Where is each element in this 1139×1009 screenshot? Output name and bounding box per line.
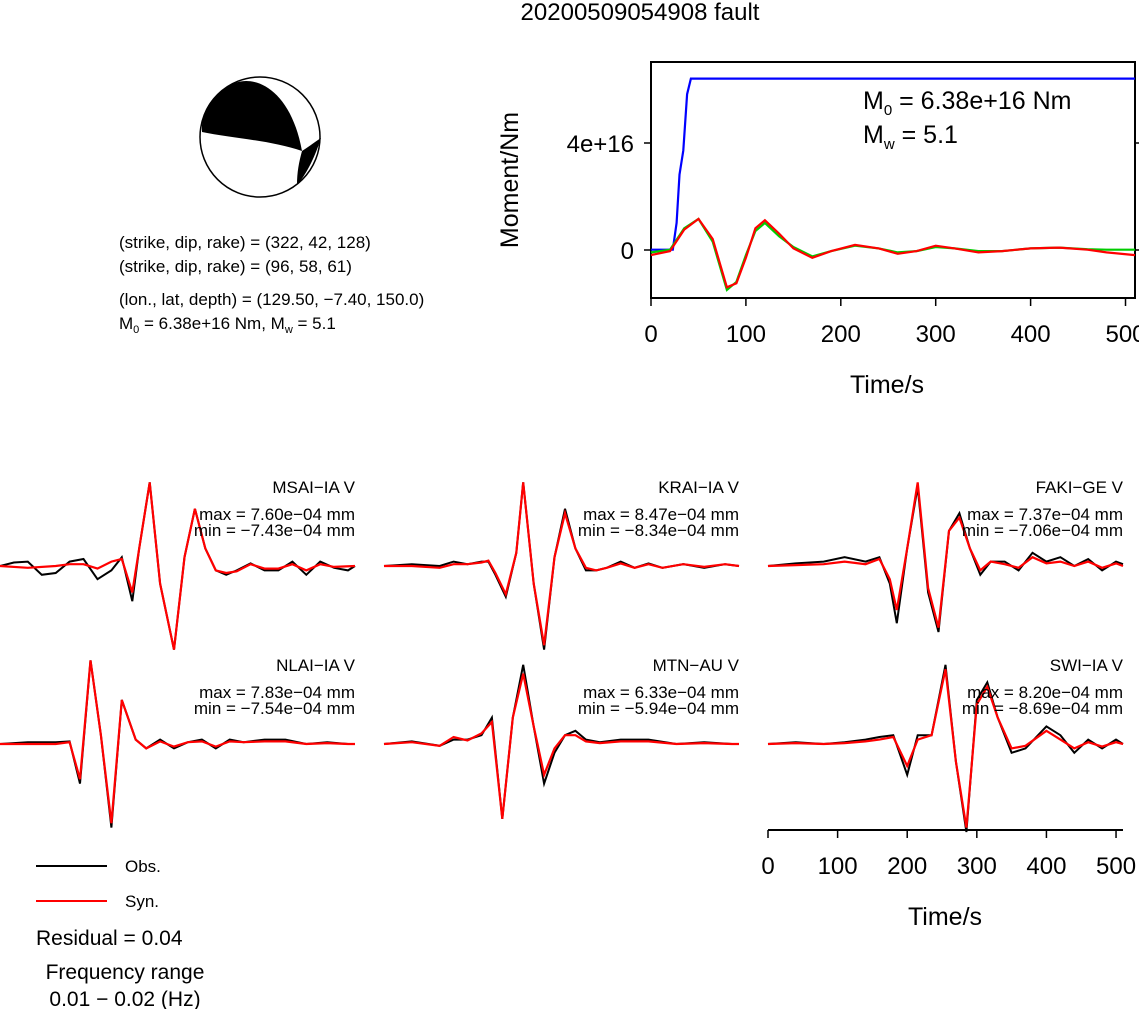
moment-xaxis: 0 100 200 300 400 500 [644, 298, 1139, 348]
synthetic-trace [384, 482, 740, 646]
station-label: MTN−AU V [653, 656, 740, 675]
station-min: min = −7.06e−04 mm [962, 521, 1123, 540]
legend-obs-label: Obs. [125, 857, 161, 876]
frequency-range-value: 0.01 − 0.02 (Hz) [49, 988, 200, 1009]
legend: Obs. Syn. [36, 857, 161, 911]
moment-panel: 4e+16 0 Moment/Nm Time/s M0 = 6.38e+16 N… [496, 61, 1139, 399]
station-max: max = 8.20e−04 mm [967, 683, 1123, 702]
moment-xtick-label-500: 500 [1105, 321, 1139, 348]
moment-plot-frame [650, 61, 1136, 299]
synthetic-trace [383, 673, 739, 819]
moment-xtick-label-400: 400 [1011, 321, 1051, 348]
frequency-range-label: Frequency range [46, 961, 205, 984]
station-min: min = −7.43e−04 mm [194, 521, 355, 540]
waveform-xtick-label-0: 0 [761, 853, 774, 880]
station-min: min = −8.34e−04 mm [578, 521, 739, 540]
station-label: MSAI−IA V [272, 478, 355, 497]
strike-dip-rake-1: (strike, dip, rake) = (322, 42, 128) [119, 233, 371, 252]
station-max: max = 7.83e−04 mm [199, 683, 355, 702]
moment-ylabel: Moment/Nm [496, 112, 524, 248]
waveform-xtick-label-200: 200 [887, 853, 927, 880]
waveform-xlabel: Time/s [908, 903, 982, 931]
location-text: (lon., lat, depth) = (129.50, −7.40, 150… [119, 290, 424, 309]
station-max: max = 7.37e−04 mm [967, 505, 1123, 524]
moment-annotation-m0: M0 = 6.38e+16 Nm [863, 87, 1071, 119]
station-min: min = −7.54e−04 mm [194, 699, 355, 718]
moment-ytick-label-0: 0 [621, 238, 634, 265]
focal-mechanism-beachball [199, 76, 321, 198]
station-max: max = 6.33e−04 mm [583, 683, 739, 702]
observed-trace [767, 486, 1124, 633]
station-label: SWI−IA V [1050, 656, 1124, 675]
synthetic-trace [767, 482, 1124, 628]
moment-xtick-label-300: 300 [916, 321, 956, 348]
waveform-xtick-label-100: 100 [818, 853, 858, 880]
synthetic-trace [767, 668, 1124, 828]
waveform-xaxis: 0 100 200 300 400 500 [761, 829, 1136, 880]
strike-dip-rake-2: (strike, dip, rake) = (96, 58, 61) [119, 257, 352, 276]
synthetic-trace [0, 482, 356, 650]
moment-series [650, 77, 1136, 292]
waveform-xtick-label-400: 400 [1026, 853, 1066, 880]
moment-annotation-mw: Mw = 5.1 [863, 121, 958, 153]
station-label: FAKI−GE V [1036, 478, 1124, 497]
moment-ytick-label-4e16: 4e+16 [567, 131, 634, 158]
station-min: min = −8.69e−04 mm [962, 699, 1123, 718]
station-label: KRAI−IA V [658, 478, 739, 497]
moment-xlabel: Time/s [850, 371, 924, 399]
moment-summary-text: M0 = 6.38e+16 Nm, Mw = 5.1 [119, 314, 336, 336]
legend-syn-label: Syn. [125, 892, 159, 911]
station-max: max = 8.47e−04 mm [583, 505, 739, 524]
station-min: min = −5.94e−04 mm [578, 699, 739, 718]
observed-trace [767, 664, 1124, 833]
moment-xtick-label-0: 0 [644, 321, 657, 348]
residual-text: Residual = 0.04 [36, 927, 183, 950]
synthetic-trace [0, 660, 355, 824]
waveform-xtick-label-500: 500 [1096, 853, 1136, 880]
station-max: max = 7.60e−04 mm [199, 505, 355, 524]
moment-rate-red-line [650, 217, 1136, 289]
station-label: NLAI−IA V [276, 656, 356, 675]
waveform-xtick-label-300: 300 [957, 853, 997, 880]
moment-xtick-label-200: 200 [821, 321, 861, 348]
moment-xtick-label-100: 100 [726, 321, 766, 348]
figure-title: 20200509054908 fault [521, 0, 760, 26]
